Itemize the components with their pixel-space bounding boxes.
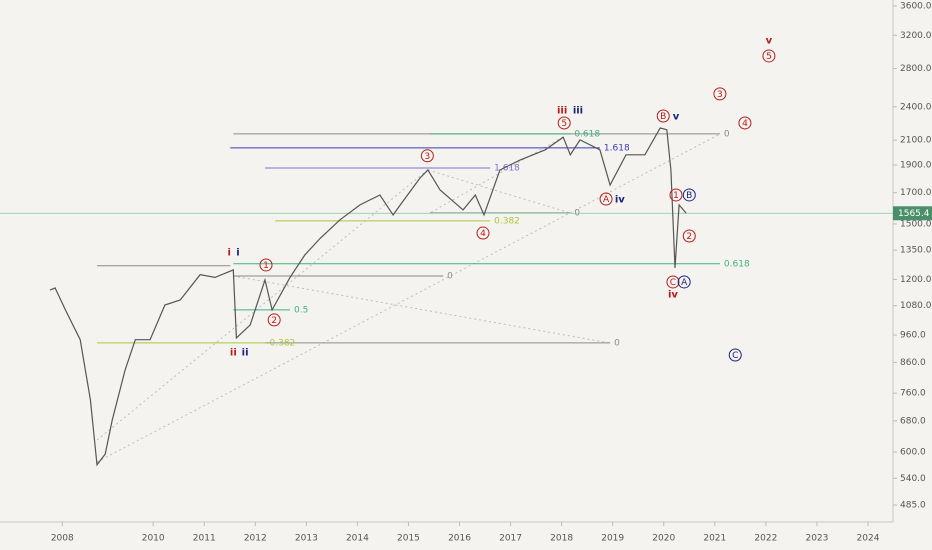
wave-label: v [766, 35, 773, 46]
price-line [49, 127, 687, 467]
y-tick-label: 1080.0 [900, 301, 932, 311]
trend-line [232, 275, 611, 344]
fib-level-label: 0 [447, 271, 453, 281]
wave-circle [677, 275, 691, 289]
trend-lines [96, 133, 721, 463]
trend-line [96, 167, 431, 441]
fib-level-label: 1.618 [604, 143, 630, 153]
fib-level-label: 0.618 [724, 259, 750, 269]
y-tick-label: 3600.0 [900, 1, 932, 11]
wave-label: i [236, 247, 239, 258]
wave-label: 3 [424, 152, 430, 162]
wave-label: 1 [673, 191, 679, 201]
wave-label: iv [668, 289, 678, 300]
wave-label: 3 [717, 90, 723, 100]
wave-label: 5 [561, 119, 567, 129]
wave-circle [666, 275, 680, 289]
y-tick-label: 3200.0 [900, 31, 932, 41]
wave-label: i [228, 247, 231, 258]
wave-label: 5 [766, 52, 772, 62]
x-tick-label: 2024 [857, 534, 880, 544]
x-tick-label: 2014 [346, 534, 369, 544]
wave-circle [713, 87, 727, 101]
wave-label: 2 [271, 316, 277, 326]
y-tick-label: 485.0 [900, 501, 926, 511]
wave-label: ii [242, 347, 249, 358]
wave-label: B [686, 191, 692, 201]
y-tick-label: 2100.0 [900, 136, 932, 146]
wave-circle [599, 192, 613, 206]
wave-circle [557, 116, 571, 130]
wave-label: A [603, 195, 610, 205]
y-tick-label: 1200.0 [900, 275, 932, 285]
fib-level-label: 0.382 [270, 338, 296, 348]
x-tick-label: 2023 [805, 534, 828, 544]
wave-label: iii [573, 105, 583, 116]
wave-label: iv [615, 194, 625, 205]
wave-circle [728, 348, 742, 362]
x-tick-label: 2008 [51, 534, 74, 544]
wave-label: C [732, 351, 738, 361]
x-tick-label: 2021 [703, 534, 726, 544]
x-tick-label: 2019 [601, 534, 624, 544]
fib-level-label: 0.382 [494, 216, 520, 226]
fib-level-label: 0 [614, 338, 620, 348]
trend-line [429, 136, 564, 214]
x-tick-label: 2015 [397, 534, 420, 544]
wave-label: C [670, 278, 676, 288]
y-tick-label: 1500.0 [900, 219, 932, 229]
wave-label: v [673, 111, 680, 122]
x-tick-label: 2020 [652, 534, 675, 544]
x-tick-label: 2022 [754, 534, 777, 544]
wave-circle [762, 49, 776, 63]
x-tick-label: 2012 [244, 534, 267, 544]
wave-label: 4 [742, 119, 748, 129]
y-tick-label: 600.0 [900, 448, 926, 458]
x-tick-label: 2010 [142, 534, 165, 544]
wave-label: 4 [480, 229, 486, 239]
wave-circle [738, 116, 752, 130]
y-tick-label: 1900.0 [900, 161, 932, 171]
y-tick-label: 1700.0 [900, 188, 932, 198]
wave-label: ii [230, 347, 237, 358]
y-tick-label: 2400.0 [900, 102, 932, 112]
wave-circle [669, 188, 683, 202]
last-price-tag [893, 206, 932, 221]
y-tick-label: 860.0 [900, 358, 926, 368]
y-tick-label: 1350.0 [900, 246, 932, 256]
last-price-label: 1565.4 [898, 209, 930, 219]
fib-level-label: 1.618 [494, 163, 520, 173]
fib-level-label: 0 [724, 129, 730, 139]
wave-circle [476, 226, 490, 240]
y-tick-label: 680.0 [900, 416, 926, 426]
x-tick-label: 2017 [499, 534, 522, 544]
x-tick-label: 2018 [550, 534, 573, 544]
x-tick-label: 2013 [295, 534, 318, 544]
wave-label: B [660, 112, 666, 122]
y-tick-label: 960.0 [900, 331, 926, 341]
wave-circle [420, 149, 434, 163]
wave-label: A [681, 278, 688, 288]
wave-circle [259, 258, 273, 272]
y-tick-label: 760.0 [900, 389, 926, 399]
x-tick-label: 2016 [448, 534, 471, 544]
x-tick-label: 2011 [193, 534, 216, 544]
wave-label: 1 [263, 261, 269, 271]
y-tick-label: 2800.0 [900, 64, 932, 74]
wave-circle [682, 229, 696, 243]
wave-circle [682, 188, 696, 202]
fib-level-label: 0.618 [574, 129, 600, 139]
wave-circle [267, 313, 281, 327]
fib-level-label: 0.5 [294, 305, 308, 315]
y-tick-label: 540.0 [900, 474, 926, 484]
trend-line [96, 133, 721, 463]
wave-circle [656, 109, 670, 123]
wave-label: 2 [686, 232, 692, 242]
wave-label: iii [557, 105, 567, 116]
